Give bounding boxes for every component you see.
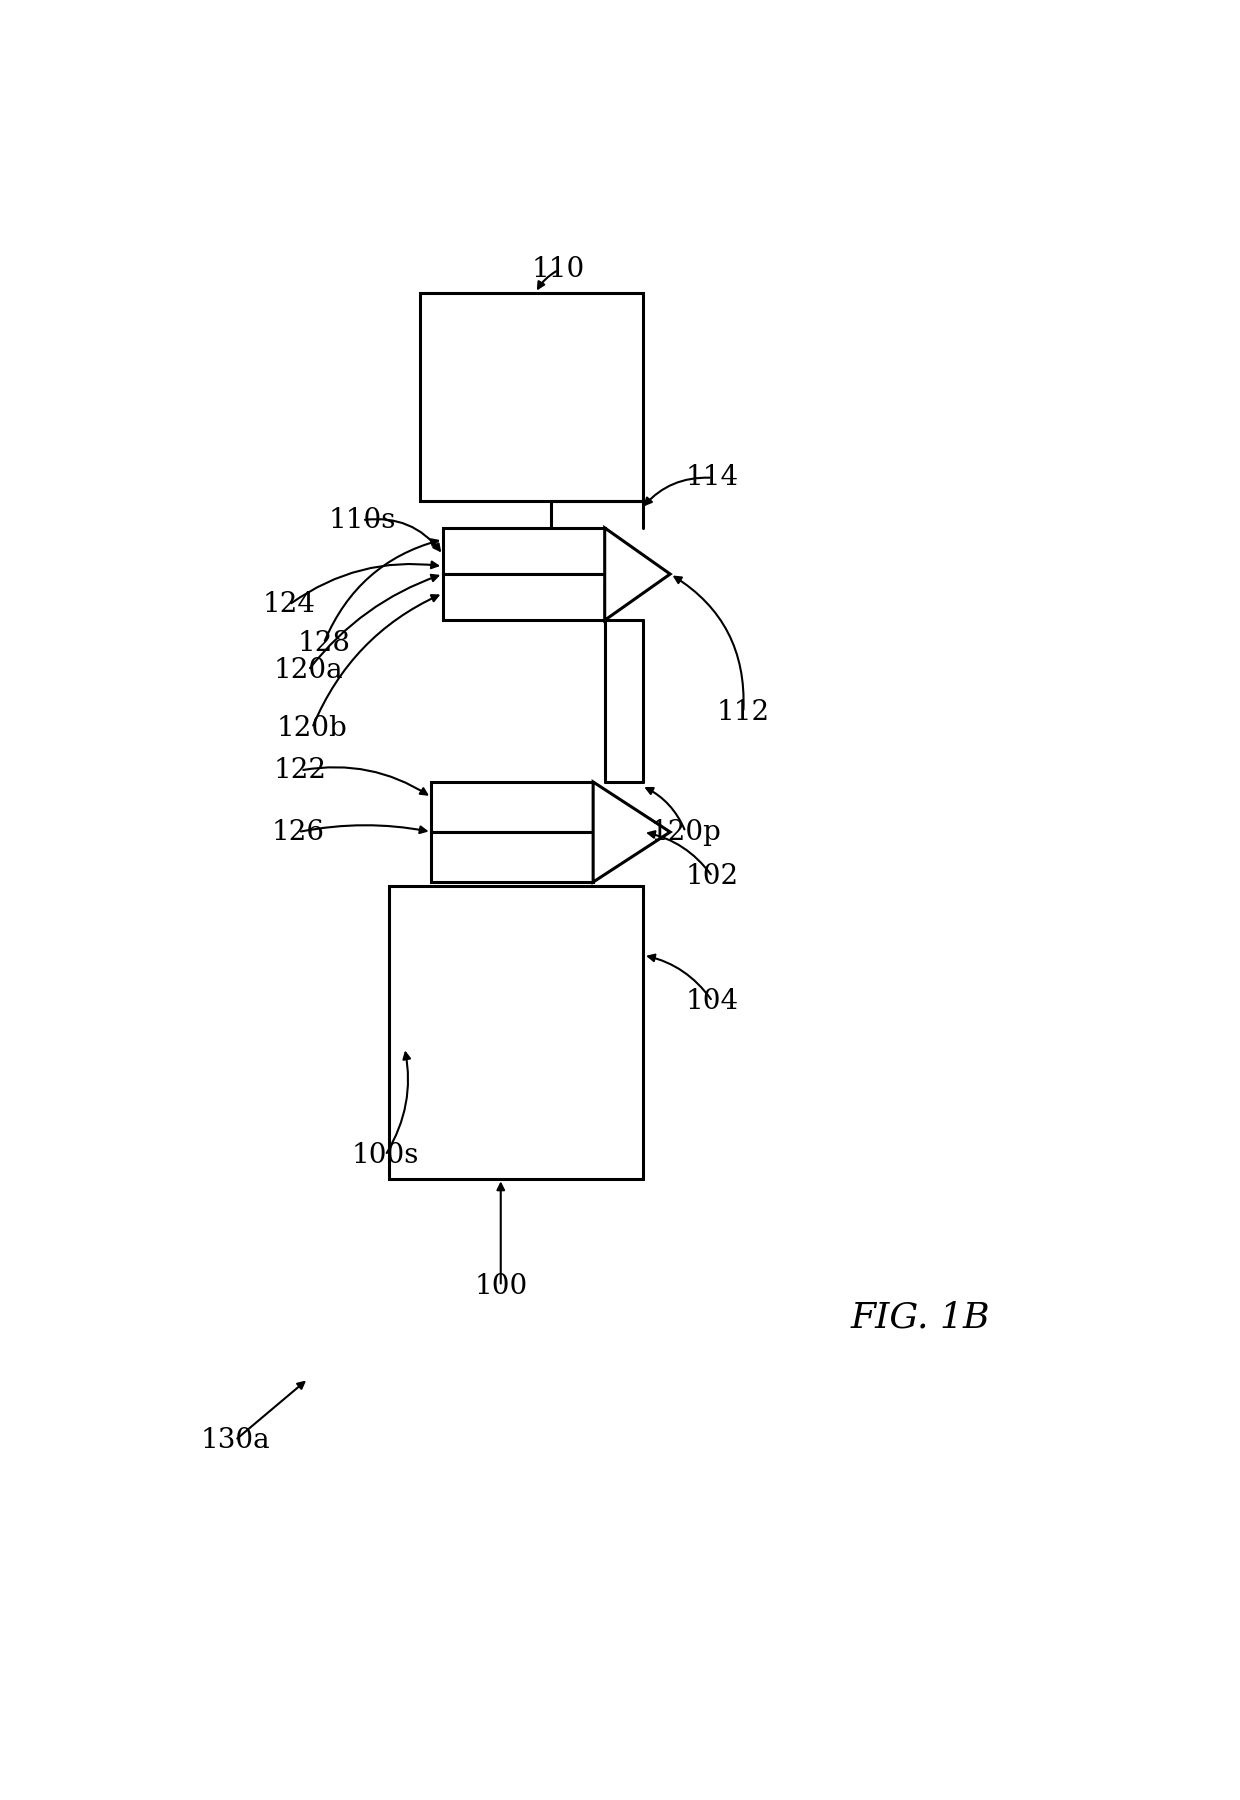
Text: 130a: 130a <box>201 1427 270 1454</box>
Text: FIG. 1B: FIG. 1B <box>851 1300 991 1334</box>
Text: 100: 100 <box>474 1273 527 1300</box>
Text: 112: 112 <box>717 698 770 725</box>
Text: 128: 128 <box>298 630 350 657</box>
Polygon shape <box>593 781 670 882</box>
Bar <box>389 886 644 1179</box>
Text: 102: 102 <box>686 864 739 891</box>
Polygon shape <box>432 832 593 882</box>
Polygon shape <box>605 527 670 621</box>
Text: 114: 114 <box>686 464 739 491</box>
Polygon shape <box>443 527 605 574</box>
Polygon shape <box>432 781 593 832</box>
Text: 126: 126 <box>272 819 325 846</box>
Text: 120b: 120b <box>277 715 347 742</box>
Text: 110s: 110s <box>329 506 396 533</box>
Text: 124: 124 <box>263 592 315 619</box>
Text: 120a: 120a <box>274 657 343 684</box>
Polygon shape <box>443 574 605 621</box>
Text: 120p: 120p <box>650 819 720 846</box>
Text: 104: 104 <box>686 988 739 1015</box>
Bar <box>420 293 644 500</box>
Text: 110: 110 <box>532 256 585 283</box>
Text: 122: 122 <box>274 758 327 785</box>
Text: 100s: 100s <box>352 1141 419 1168</box>
